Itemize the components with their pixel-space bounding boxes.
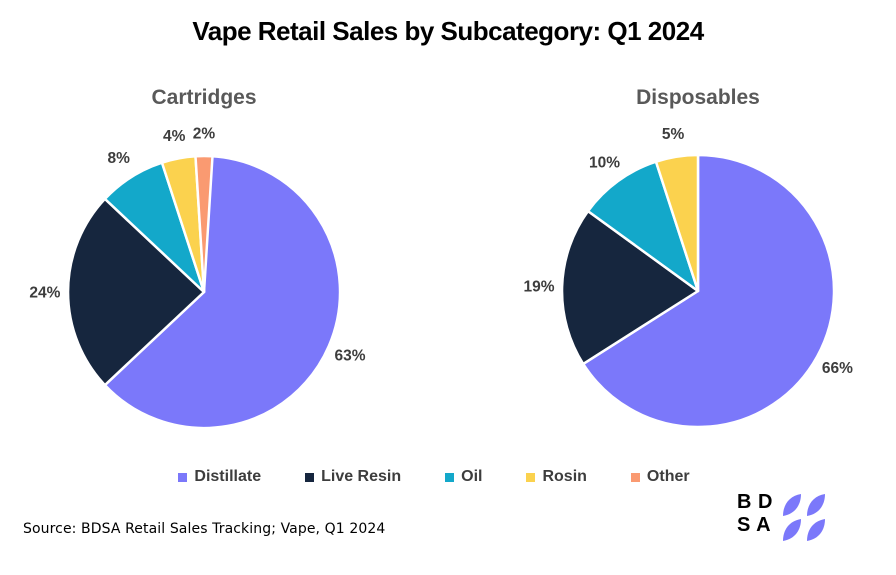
pie-slice-label: 4% (163, 128, 186, 145)
pie-slice-live-resin (66, 197, 206, 387)
bdsa-logo-petals-icon (782, 494, 825, 541)
legend-swatch (526, 472, 536, 482)
pie-slice-label: 8% (107, 150, 130, 167)
chart-title: Vape Retail Sales by Subcategory: Q1 202… (192, 16, 704, 46)
pie-chart-cartridges: 63% 24% 8% 4% 2% (29, 125, 366, 430)
pie-slice-other (194, 154, 214, 294)
pie-slice-label: 66% (822, 360, 853, 377)
legend-label: Other (646, 468, 690, 485)
pie-slice-distillate (103, 154, 342, 430)
legend-label: Distillate (194, 468, 262, 485)
legend-swatch (445, 472, 455, 482)
pie-slice-oil (586, 160, 700, 293)
pie-slice-label: 10% (589, 155, 620, 172)
legend-swatch (178, 472, 188, 482)
legend-swatch (630, 472, 640, 482)
legend-item-live-resin: Live Resin (305, 468, 401, 486)
legend-item-distillate: Distillate (178, 468, 261, 486)
legend-item-rosin: Rosin (526, 468, 587, 486)
pie-slice-live-resin (560, 209, 700, 366)
legend-label: Oil (461, 468, 483, 485)
legend-label: Live Resin (321, 468, 402, 485)
bdsa-logo-line1: B D (737, 491, 773, 513)
legend: Distillate Live Resin Oil Rosin Other (0, 468, 882, 486)
pie-title-disposables: Disposables (636, 86, 760, 109)
legend-item-oil: Oil (445, 468, 482, 486)
bdsa-logo-line2: S A (737, 514, 772, 536)
pie-slice-label: 5% (662, 126, 685, 143)
legend-item-other: Other (630, 468, 690, 486)
legend-swatch (305, 472, 315, 482)
pie-title-cartridges: Cartridges (151, 86, 257, 109)
pie-slice-label: 24% (29, 284, 60, 301)
pie-slice-label: 63% (334, 348, 365, 365)
source-text: Source: BDSA Retail Sales Tracking; Vape… (23, 521, 386, 537)
legend-label: Rosin (542, 468, 587, 485)
pie-slice-label: 19% (523, 278, 554, 295)
pie-slice-rosin (654, 153, 700, 293)
pie-chart-disposables: 66% 19% 10% 5% (523, 126, 853, 429)
pie-slice-label: 2% (193, 125, 216, 142)
pie-slice-distillate (581, 153, 836, 429)
